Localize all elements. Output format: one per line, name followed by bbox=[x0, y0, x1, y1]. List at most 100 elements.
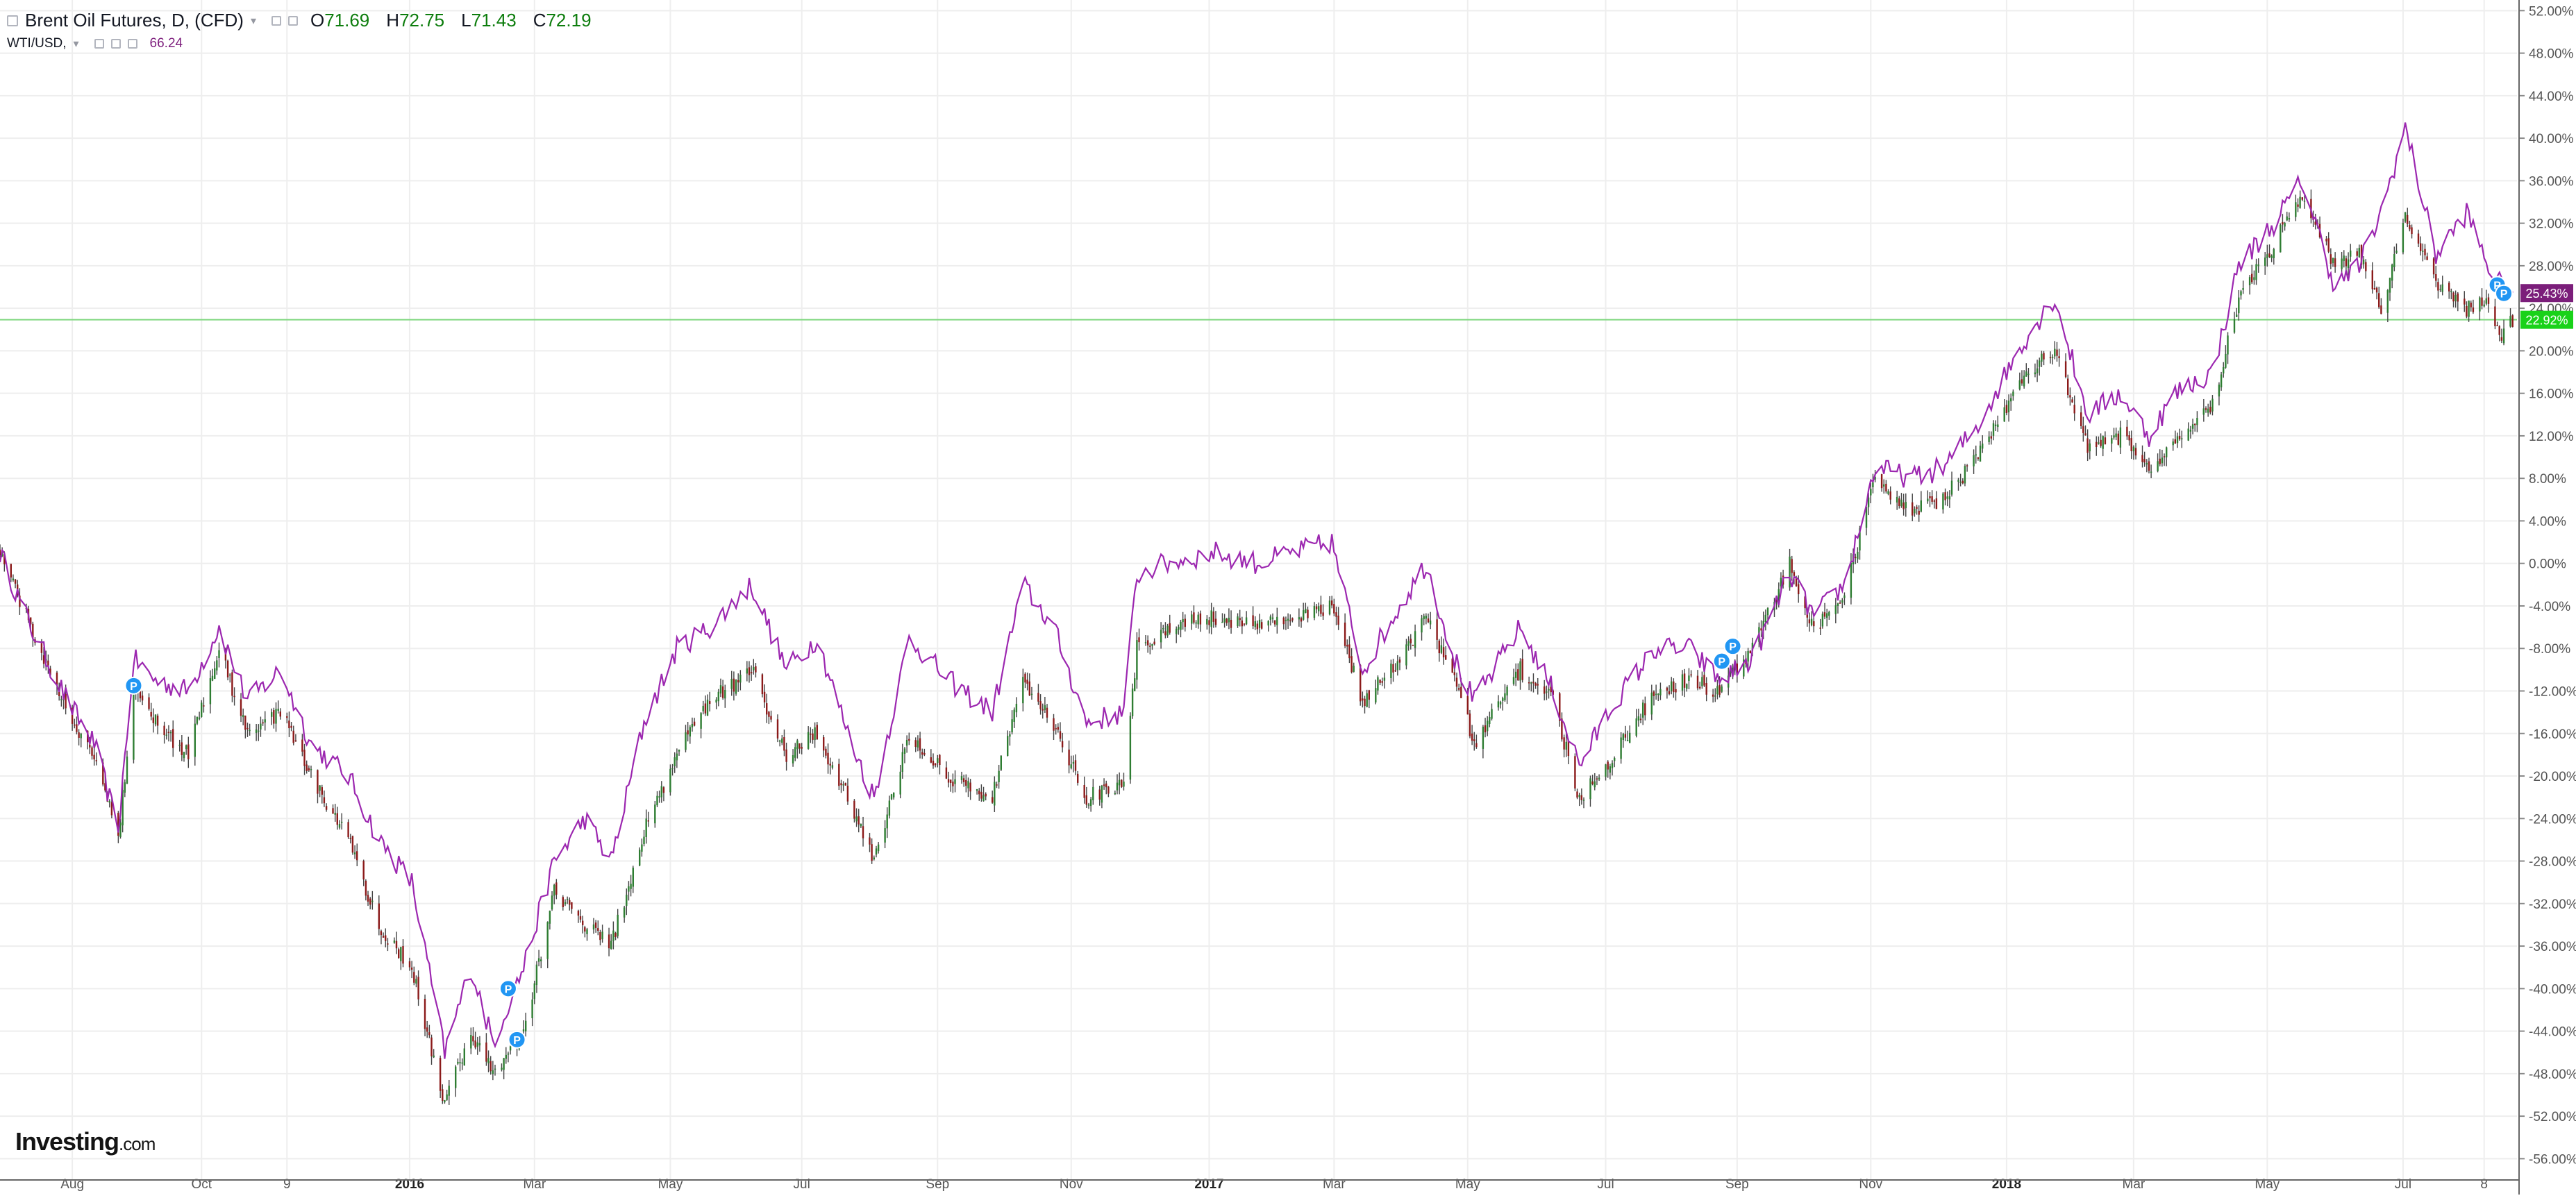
candle-body bbox=[1197, 614, 1199, 625]
candle-body bbox=[1184, 618, 1186, 627]
event-marker[interactable]: P bbox=[508, 1030, 526, 1049]
event-marker[interactable]: P bbox=[1723, 637, 1742, 656]
x-tick-label: May bbox=[658, 1177, 683, 1192]
candle-body bbox=[737, 680, 739, 683]
event-marker[interactable]: P bbox=[124, 676, 143, 695]
candle-body bbox=[1712, 694, 1714, 697]
brent-last-value-badge bbox=[2520, 310, 2573, 329]
candle-body bbox=[610, 940, 612, 949]
candle-body bbox=[1690, 674, 1692, 676]
candle-body bbox=[998, 770, 1000, 782]
candle-body bbox=[2003, 407, 2005, 422]
candle-body bbox=[1487, 720, 1489, 732]
candle-body bbox=[982, 795, 985, 801]
compare-settings-icon[interactable] bbox=[110, 39, 121, 49]
candle-body bbox=[807, 732, 810, 749]
candle-body bbox=[908, 739, 910, 741]
candle-body bbox=[1114, 793, 1116, 795]
candle-body bbox=[1565, 741, 1567, 750]
wti-compare-line bbox=[0, 122, 2514, 1059]
candle-body bbox=[2027, 373, 2030, 375]
compare-remove-icon[interactable] bbox=[127, 39, 137, 49]
candle-body bbox=[658, 796, 660, 798]
candle-body bbox=[917, 740, 919, 748]
candle-body bbox=[1460, 686, 1462, 698]
candle-body bbox=[1927, 498, 1929, 502]
candle-body bbox=[2270, 255, 2273, 258]
candle-body bbox=[2089, 443, 2091, 452]
candle-body bbox=[2242, 288, 2244, 290]
investing-logo[interactable]: Investing.com bbox=[15, 1127, 156, 1156]
candle-body bbox=[1015, 704, 1018, 713]
candle-body bbox=[1195, 622, 1197, 624]
candle-body bbox=[1705, 683, 1707, 695]
candle-body bbox=[985, 793, 987, 797]
candle-body bbox=[122, 790, 124, 826]
candle-body bbox=[461, 1062, 463, 1064]
candle-body bbox=[1440, 645, 1443, 653]
marker-circle bbox=[508, 1030, 526, 1049]
candle-body bbox=[1594, 781, 1596, 788]
candle-body bbox=[2012, 391, 2014, 396]
candle-body bbox=[1070, 764, 1072, 768]
symbol-dropdown-icon[interactable]: ▾ bbox=[250, 15, 256, 27]
candle-body bbox=[869, 837, 871, 845]
candle-body bbox=[60, 699, 62, 700]
candle-body bbox=[163, 725, 165, 736]
event-marker[interactable]: P bbox=[1712, 652, 1731, 670]
event-marker[interactable]: P bbox=[499, 979, 517, 998]
candle-body bbox=[1300, 618, 1303, 622]
candle-body bbox=[351, 836, 354, 853]
candle-body bbox=[2424, 248, 2426, 255]
candle-body bbox=[56, 673, 58, 686]
ohlc-close: C72.19 bbox=[533, 10, 592, 31]
candle-body bbox=[930, 757, 932, 763]
candle-body bbox=[1176, 628, 1178, 634]
candle-body bbox=[2441, 284, 2443, 292]
candle-body bbox=[1180, 622, 1182, 630]
candle-body bbox=[1105, 783, 1107, 788]
candle-body bbox=[2005, 405, 2008, 413]
collapse-legend-icon[interactable] bbox=[7, 15, 18, 26]
symbol-title[interactable]: Brent Oil Futures, D, (CFD) bbox=[25, 10, 244, 31]
candle-body bbox=[1009, 734, 1011, 737]
compare-visibility-icon[interactable] bbox=[94, 39, 104, 49]
candle-body bbox=[608, 934, 610, 949]
candle-body bbox=[1580, 795, 1582, 800]
candle-body bbox=[1732, 668, 1734, 670]
candle-body bbox=[1269, 616, 1271, 620]
candle-body bbox=[1182, 619, 1184, 623]
candle-body bbox=[492, 1070, 494, 1074]
main-series-legend: Brent Oil Futures, D, (CFD) ▾ O71.69 H72… bbox=[7, 10, 603, 31]
candle-body bbox=[2036, 368, 2039, 373]
settings-icon[interactable] bbox=[287, 15, 298, 26]
candle-body bbox=[776, 719, 779, 739]
candle-body bbox=[1245, 617, 1248, 625]
candle-body bbox=[1657, 693, 1659, 695]
candle-body bbox=[178, 745, 181, 746]
candle-body bbox=[748, 667, 751, 675]
candle-body bbox=[1442, 647, 1445, 658]
candle-body bbox=[1383, 677, 1386, 681]
compare-symbol[interactable]: WTI/USD, bbox=[7, 36, 67, 51]
y-tick-label: -12.00% bbox=[2529, 684, 2576, 699]
candle-body bbox=[271, 712, 273, 717]
candle-body bbox=[1092, 786, 1094, 800]
candle-body bbox=[393, 940, 396, 943]
x-tick-label: Aug bbox=[60, 1177, 84, 1192]
x-tick-label: Nov bbox=[1859, 1177, 1882, 1192]
candle-body bbox=[2018, 380, 2021, 389]
candle-body bbox=[715, 699, 717, 703]
candle-body bbox=[1898, 498, 1900, 506]
candle-body bbox=[413, 972, 415, 983]
compare-value: 66.24 bbox=[149, 36, 183, 51]
candle-body bbox=[2327, 238, 2330, 252]
candle-body bbox=[2284, 223, 2286, 227]
candle-body bbox=[2301, 197, 2303, 200]
candle-body bbox=[126, 757, 128, 784]
event-marker[interactable]: P bbox=[2495, 284, 2514, 303]
compare-dropdown-icon[interactable]: ▾ bbox=[73, 38, 79, 50]
visibility-toggle-icon[interactable] bbox=[271, 15, 281, 26]
